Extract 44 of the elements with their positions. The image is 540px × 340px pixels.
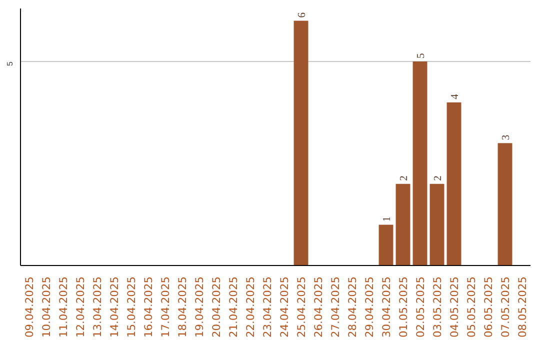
bar [396, 184, 410, 266]
data-label: 3 [501, 134, 512, 140]
x-tick-label: 10.04.2025 [40, 276, 53, 338]
x-tick-label: 21.04.2025 [227, 276, 240, 338]
x-tick-label: 18.04.2025 [176, 276, 189, 338]
x-tick-label: 02.05.2025 [414, 276, 427, 338]
x-tick-label: 20.04.2025 [210, 276, 223, 338]
x-tick-label: 01.05.2025 [397, 276, 410, 338]
data-label: 5 [416, 53, 427, 59]
bar [378, 224, 394, 266]
x-tick-label: 07.05.2025 [499, 276, 512, 338]
x-tick-label: 30.04.2025 [380, 276, 393, 338]
x-tick-label: 23.04.2025 [261, 276, 274, 338]
data-label: 2 [399, 176, 410, 181]
bar [498, 143, 512, 266]
x-tick-label: 08.05.2025 [516, 276, 529, 338]
x-tick-label: 12.04.2025 [74, 276, 87, 338]
x-tick-label: 25.04.2025 [295, 276, 308, 338]
x-tick-label: 27.04.2025 [329, 276, 342, 338]
bar [430, 184, 444, 266]
data-label: 2 [433, 176, 444, 181]
x-tick-label: 28.04.2025 [346, 276, 359, 338]
x-tick-label: 11.04.2025 [57, 276, 70, 338]
x-tick-label: 19.04.2025 [193, 276, 206, 338]
x-tick-label: 05.05.2025 [465, 276, 478, 338]
bar [446, 102, 462, 266]
x-tick-label: 16.04.2025 [142, 276, 155, 338]
bar [412, 62, 428, 266]
x-tick-label: 22.04.2025 [244, 276, 257, 338]
x-tick-label: 09.04.2025 [23, 276, 36, 338]
x-tick-label: 14.04.2025 [108, 276, 121, 338]
data-label: 4 [450, 93, 461, 100]
x-tick-label: 29.04.2025 [363, 276, 376, 338]
data-label: 1 [382, 216, 393, 222]
x-tick-label: 17.04.2025 [159, 276, 172, 338]
bar [294, 20, 308, 266]
x-tick-label: 24.04.2025 [278, 276, 291, 338]
x-tick-label: 15.04.2025 [125, 276, 138, 338]
x-tick-label: 04.05.2025 [448, 276, 461, 338]
x-tick-label: 26.04.2025 [312, 276, 325, 338]
data-label: 6 [297, 12, 308, 18]
x-tick-label: 06.05.2025 [482, 276, 495, 338]
x-tick-label: 13.04.2025 [91, 276, 104, 338]
x-tick-label: 03.05.2025 [431, 276, 444, 338]
